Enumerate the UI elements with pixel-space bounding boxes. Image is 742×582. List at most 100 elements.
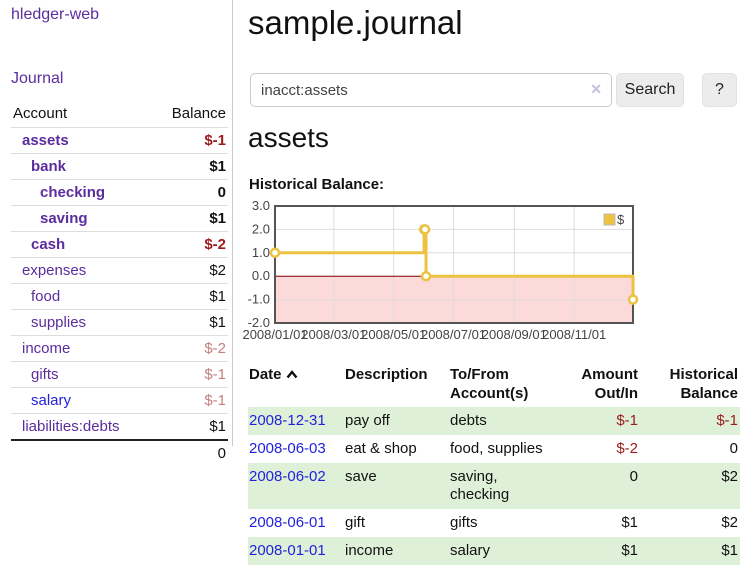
- account-balance: $1: [209, 158, 226, 175]
- svg-text:0.0: 0.0: [252, 268, 270, 283]
- register-row: 2008-01-01 income salary $1 $1: [248, 537, 740, 565]
- transaction-accounts: gifts: [450, 514, 478, 531]
- transaction-description: save: [345, 468, 377, 485]
- account-row: checking 0: [11, 179, 228, 206]
- search-button[interactable]: Search: [616, 73, 684, 107]
- accounts-header-account: Account: [13, 105, 68, 122]
- account-row: saving $1: [11, 205, 228, 232]
- transaction-description: income: [345, 542, 394, 559]
- transaction-amount: $-2: [616, 440, 638, 457]
- transaction-accounts: food, supplies: [450, 440, 543, 457]
- svg-text:2008/01/01: 2008/01/01: [242, 327, 307, 342]
- transaction-description: gift: [345, 514, 366, 531]
- account-balance: $1: [209, 314, 226, 331]
- account-link[interactable]: cash: [31, 236, 66, 253]
- account-heading: assets: [248, 122, 329, 153]
- svg-text:2008/11/01: 2008/11/01: [542, 327, 606, 342]
- help-button[interactable]: ?: [702, 73, 737, 107]
- transaction-amount: $1: [621, 514, 638, 531]
- account-balance: $2: [209, 262, 226, 279]
- historical-balance-chart: 3.0 2.0 1.0 0.0 -1.0 -2.02008/01/012008/03/01…: [242, 198, 639, 342]
- transaction-description: eat & shop: [345, 440, 417, 457]
- chart-title: Historical Balance:: [249, 176, 385, 193]
- account-link[interactable]: food: [31, 288, 61, 305]
- svg-text:3.0: 3.0: [252, 198, 270, 213]
- account-link[interactable]: gifts: [31, 366, 59, 383]
- search-input[interactable]: [250, 73, 612, 107]
- clear-search-icon[interactable]: ✕: [590, 81, 602, 97]
- accounts-table: Account Balance assets $-1 bank $1 checking 0…: [11, 101, 228, 466]
- account-balance: $-1: [204, 392, 226, 409]
- account-link[interactable]: salary: [31, 392, 72, 409]
- svg-text:-1.0: -1.0: [248, 292, 270, 307]
- chevron-up-icon: [286, 365, 298, 384]
- account-row: expenses $2: [11, 257, 228, 284]
- accounts-total-row: 0: [11, 440, 228, 466]
- account-link[interactable]: saving: [40, 210, 88, 227]
- transaction-accounts: debts: [450, 412, 487, 429]
- register-header-row: Date Description To/From Account(s) Amou…: [248, 361, 740, 407]
- account-link[interactable]: expenses: [22, 262, 87, 279]
- transaction-balance: $1: [721, 542, 738, 559]
- transaction-date-link[interactable]: 2008-06-03: [249, 440, 326, 457]
- account-link[interactable]: assets: [22, 132, 69, 149]
- accounts-table-body: assets $-1 bank $1 checking 0 saving $1 cash $-2 e…: [11, 127, 228, 467]
- account-link[interactable]: bank: [31, 158, 67, 175]
- transaction-date-link[interactable]: 2008-06-01: [249, 514, 326, 531]
- register-header-date[interactable]: Date: [248, 361, 344, 407]
- account-row: bank $1: [11, 153, 228, 180]
- register-header-date-label: Date: [249, 366, 282, 383]
- transaction-balance: $2: [721, 514, 738, 531]
- account-row: salary $-1: [11, 387, 228, 414]
- svg-text:2008/07/01: 2008/07/01: [421, 327, 486, 342]
- account-row: assets $-1: [11, 127, 228, 154]
- app-title-link[interactable]: hledger-web: [11, 6, 100, 23]
- register-header-balance: Historical Balance: [669, 366, 738, 402]
- account-balance: $-1: [204, 132, 226, 149]
- account-row: gifts $-1: [11, 361, 228, 388]
- transaction-amount: $-1: [616, 412, 638, 429]
- sidebar: hledger-web Journal Account Balance asse…: [0, 0, 233, 462]
- account-link[interactable]: liabilities:debts: [22, 418, 120, 435]
- account-row: liabilities:debts $1: [11, 413, 228, 441]
- transaction-date-link[interactable]: 2008-01-01: [249, 542, 326, 559]
- register-table: Date Description To/From Account(s) Amou…: [248, 361, 740, 565]
- main-content: sample.journal ✕ Search ? assets Histori…: [242, 0, 742, 582]
- account-balance: $1: [209, 288, 226, 305]
- transaction-description: pay off: [345, 412, 390, 429]
- transaction-amount: $1: [621, 542, 638, 559]
- accounts-total-balance: 0: [217, 445, 226, 462]
- page-title: sample.journal: [248, 4, 463, 41]
- accounts-header-balance: Balance: [171, 105, 226, 122]
- account-link[interactable]: supplies: [31, 314, 87, 331]
- transaction-balance: $-1: [716, 412, 738, 429]
- transaction-date-link[interactable]: 2008-06-02: [249, 468, 326, 485]
- transaction-amount: 0: [629, 468, 638, 485]
- account-balance: $1: [209, 210, 226, 227]
- account-link[interactable]: income: [22, 340, 71, 357]
- nav-journal-link[interactable]: Journal: [11, 70, 64, 87]
- account-row: income $-2: [11, 335, 228, 362]
- register-row: 2008-06-02 save saving, checking 0 $2: [248, 463, 740, 509]
- register-row: 2008-06-03 eat & shop food, supplies $-2 0: [248, 435, 740, 463]
- account-balance: $-2: [204, 340, 226, 357]
- transaction-date-link[interactable]: 2008-12-31: [249, 412, 326, 429]
- account-row: cash $-2: [11, 231, 228, 258]
- register-header-accounts: To/From Account(s): [450, 366, 529, 402]
- register-header-amount: Amount Out/In: [581, 366, 638, 402]
- account-link[interactable]: checking: [40, 184, 106, 201]
- svg-text:-2.0: -2.0: [248, 315, 270, 330]
- transaction-accounts: saving, checking: [450, 468, 510, 503]
- svg-text:2008/05/01: 2008/05/01: [361, 327, 426, 342]
- svg-text:1.0: 1.0: [252, 245, 270, 260]
- account-balance: 0: [217, 184, 226, 201]
- transaction-accounts: salary: [450, 542, 491, 559]
- accounts-table-header: Account Balance: [11, 101, 228, 128]
- svg-text:2008/03/01: 2008/03/01: [301, 327, 366, 342]
- svg-text:2.0: 2.0: [252, 221, 270, 236]
- account-row: supplies $1: [11, 309, 228, 336]
- account-row: food $1: [11, 283, 228, 310]
- register-row: 2008-06-01 gift gifts $1 $2: [248, 509, 740, 537]
- transaction-balance: $2: [721, 468, 738, 485]
- svg-text:$: $: [617, 212, 625, 227]
